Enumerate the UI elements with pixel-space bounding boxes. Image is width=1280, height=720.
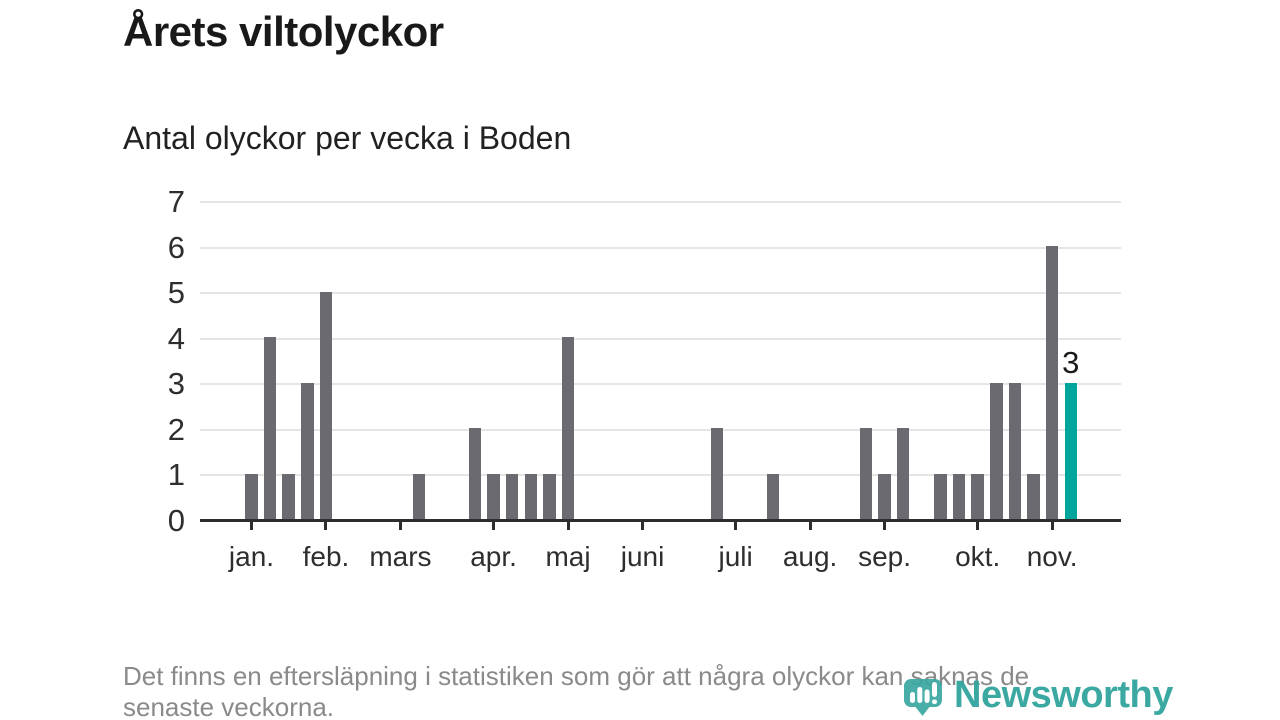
bar <box>543 473 556 519</box>
gridline <box>200 292 1121 294</box>
x-axis-tick <box>398 522 402 530</box>
y-axis-label: 6 <box>167 229 185 265</box>
x-axis-tick <box>734 522 738 530</box>
x-axis-tick <box>566 522 570 530</box>
x-axis-label: maj <box>545 541 591 572</box>
bar <box>263 337 277 519</box>
x-axis-label: nov. <box>1026 541 1078 572</box>
x-axis-label: juli <box>718 541 753 572</box>
x-axis-label: juni <box>620 541 665 572</box>
x-axis-tick <box>808 522 812 530</box>
y-axis-label: 0 <box>167 502 185 538</box>
bar <box>952 473 966 519</box>
gridline <box>200 246 1121 249</box>
x-axis-label: mars <box>369 541 432 572</box>
gridline <box>200 428 1121 431</box>
highlight-value-label: 3 <box>1062 344 1080 380</box>
gridline <box>200 474 1121 476</box>
x-axis-label: okt. <box>955 541 1001 572</box>
bar <box>896 428 910 519</box>
x-axis-label: apr. <box>470 541 517 572</box>
bar <box>301 382 314 519</box>
y-axis-label: 1 <box>167 457 185 492</box>
bar <box>282 473 295 519</box>
x-axis-tick <box>976 522 980 530</box>
x-axis-label: jan. <box>228 541 275 572</box>
x-axis-tick <box>492 522 496 530</box>
bar <box>710 428 724 519</box>
newsworthy-logo: Newsworthy <box>902 668 1173 720</box>
y-axis-label: 3 <box>167 366 185 401</box>
bar <box>971 473 984 519</box>
y-axis-label: 2 <box>167 411 185 447</box>
footnote-line2: senaste veckorna. <box>123 692 335 720</box>
gridline <box>200 383 1121 385</box>
highlighted-bar <box>1064 382 1078 519</box>
y-axis-label: 4 <box>167 320 185 356</box>
bar <box>245 473 258 519</box>
bar <box>1008 382 1022 519</box>
bar <box>412 473 426 519</box>
x-axis-tick <box>324 522 328 530</box>
x-axis-label: aug. <box>782 541 838 572</box>
y-axis-label: 7 <box>167 184 185 219</box>
bar <box>934 473 947 519</box>
bar <box>990 382 1003 519</box>
x-axis-tick <box>883 522 887 530</box>
bar <box>1027 473 1040 519</box>
bar <box>319 291 333 519</box>
bar <box>859 428 873 519</box>
bar <box>766 473 780 519</box>
newsworthy-wordmark: Newsworthy <box>954 674 1173 716</box>
page-title: Årets viltolyckor <box>123 8 444 55</box>
bar <box>487 473 500 519</box>
x-axis-tick <box>1050 522 1054 530</box>
footnote: Det finns en eftersläpning i statistiken… <box>123 661 1163 720</box>
chart-subtitle: Antal olyckor per vecka i Boden <box>123 120 572 156</box>
bar <box>505 473 519 519</box>
gridline <box>200 337 1121 340</box>
x-axis-tick <box>250 522 253 530</box>
x-axis-line <box>200 519 1121 522</box>
x-axis-tick <box>641 522 645 530</box>
y-axis-label: 5 <box>167 275 185 310</box>
bar <box>524 473 538 519</box>
bar <box>468 428 482 519</box>
footnote-line1: Det finns en eftersläpning i statistiken… <box>123 661 1030 691</box>
x-axis-label: sep. <box>858 541 912 572</box>
bar <box>1045 246 1059 519</box>
bar <box>561 337 575 519</box>
gridline <box>200 201 1121 203</box>
newsworthy-pin-icon <box>904 679 942 716</box>
bar <box>878 473 891 519</box>
x-axis-label: feb. <box>302 541 350 572</box>
